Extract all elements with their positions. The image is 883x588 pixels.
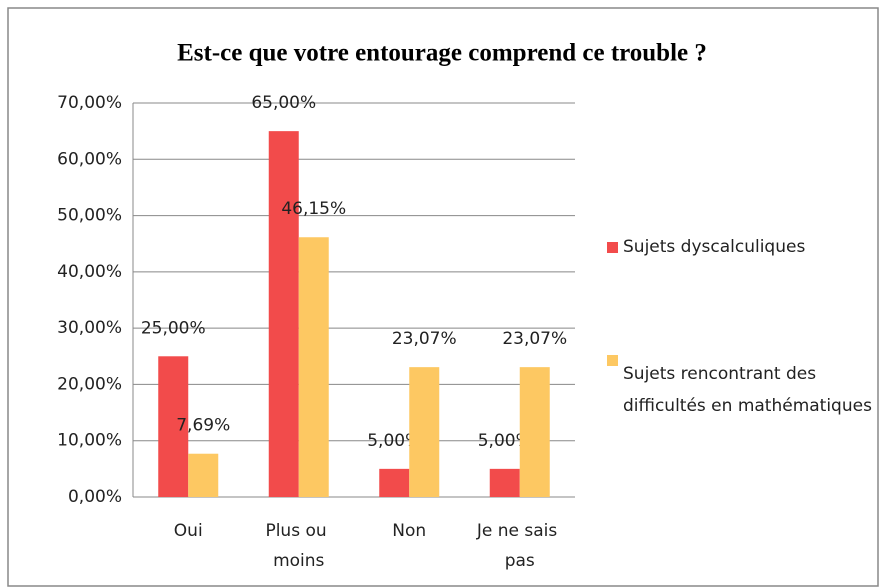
x-tick-label: Plus ou moins <box>265 521 332 571</box>
y-tick-label: 30,00% <box>57 318 122 338</box>
value-label: 25,00% <box>141 318 206 338</box>
bar <box>489 468 520 497</box>
value-label: 5,00% <box>367 431 421 451</box>
bar <box>409 367 440 497</box>
legend-swatch <box>607 355 618 366</box>
bar <box>379 468 410 497</box>
legend-label: Sujets dyscalculiques <box>623 237 805 257</box>
legend-label: Sujets rencontrant des difficultés en ma… <box>623 364 872 416</box>
x-tick-label: Je ne sais pas <box>476 521 563 571</box>
chart-title: Est-ce que votre entourage comprend ce t… <box>177 40 707 67</box>
y-tick-label: 60,00% <box>57 149 122 169</box>
x-tick-label: Oui <box>174 521 203 541</box>
y-tick-label: 50,00% <box>57 206 122 226</box>
bar <box>188 453 219 497</box>
y-tick-label: 0,00% <box>68 487 122 507</box>
legend-swatch <box>607 242 618 253</box>
value-label: 5,00% <box>478 431 532 451</box>
y-tick-label: 10,00% <box>57 431 122 451</box>
bar <box>268 131 299 497</box>
y-tick-label: 70,00% <box>57 93 122 113</box>
x-tick-label: Non <box>392 521 426 541</box>
y-tick-label: 20,00% <box>57 374 122 394</box>
chart-border <box>7 7 879 587</box>
value-label: 65,00% <box>251 93 316 113</box>
bar <box>158 356 189 497</box>
y-tick-label: 40,00% <box>57 262 122 282</box>
value-label: 23,07% <box>502 329 567 349</box>
value-label: 7,69% <box>176 416 230 436</box>
value-label: 23,07% <box>392 329 457 349</box>
bar <box>298 237 329 497</box>
value-label: 46,15% <box>281 199 346 219</box>
bar <box>519 367 550 497</box>
